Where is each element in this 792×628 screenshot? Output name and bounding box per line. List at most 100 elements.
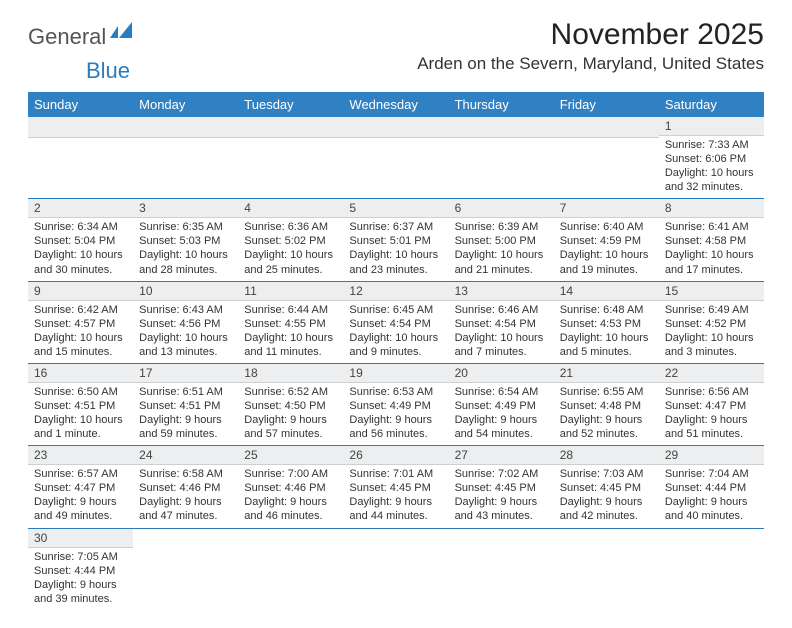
day-details: Sunrise: 6:55 AMSunset: 4:48 PMDaylight:…: [554, 383, 659, 445]
calendar-day-cell: 16Sunrise: 6:50 AMSunset: 4:51 PMDayligh…: [28, 363, 133, 445]
day-number: 20: [449, 364, 554, 383]
flag-icon: [110, 20, 138, 45]
calendar-day-cell: 10Sunrise: 6:43 AMSunset: 4:56 PMDayligh…: [133, 281, 238, 363]
calendar-day-cell: 29Sunrise: 7:04 AMSunset: 4:44 PMDayligh…: [659, 446, 764, 528]
day-number: 29: [659, 446, 764, 465]
calendar-day-cell: [28, 117, 133, 199]
day-details: Sunrise: 6:36 AMSunset: 5:02 PMDaylight:…: [238, 218, 343, 280]
day-number: 18: [238, 364, 343, 383]
day-details: Sunrise: 6:39 AMSunset: 5:00 PMDaylight:…: [449, 218, 554, 280]
day-number: 5: [343, 199, 448, 218]
calendar-day-cell: 3Sunrise: 6:35 AMSunset: 5:03 PMDaylight…: [133, 199, 238, 281]
day-number: 1: [659, 117, 764, 136]
day-number: 9: [28, 282, 133, 301]
calendar-day-cell: 6Sunrise: 6:39 AMSunset: 5:00 PMDaylight…: [449, 199, 554, 281]
calendar-day-cell: 21Sunrise: 6:55 AMSunset: 4:48 PMDayligh…: [554, 363, 659, 445]
calendar-day-cell: 12Sunrise: 6:45 AMSunset: 4:54 PMDayligh…: [343, 281, 448, 363]
day-number: 6: [449, 199, 554, 218]
calendar-day-cell: 17Sunrise: 6:51 AMSunset: 4:51 PMDayligh…: [133, 363, 238, 445]
month-title: November 2025: [417, 18, 764, 52]
day-details: Sunrise: 6:52 AMSunset: 4:50 PMDaylight:…: [238, 383, 343, 445]
day-details: Sunrise: 6:40 AMSunset: 4:59 PMDaylight:…: [554, 218, 659, 280]
day-details: Sunrise: 7:04 AMSunset: 4:44 PMDaylight:…: [659, 465, 764, 527]
calendar-week-row: 9Sunrise: 6:42 AMSunset: 4:57 PMDaylight…: [28, 281, 764, 363]
day-details: Sunrise: 6:35 AMSunset: 5:03 PMDaylight:…: [133, 218, 238, 280]
title-block: November 2025 Arden on the Severn, Maryl…: [417, 18, 764, 74]
day-number: 14: [554, 282, 659, 301]
day-number: 24: [133, 446, 238, 465]
calendar-day-cell: 9Sunrise: 6:42 AMSunset: 4:57 PMDaylight…: [28, 281, 133, 363]
day-number: 25: [238, 446, 343, 465]
day-number-empty: [133, 117, 238, 138]
weekday-header: Wednesday: [343, 92, 448, 117]
day-number: 22: [659, 364, 764, 383]
weekday-header: Sunday: [28, 92, 133, 117]
day-number: 7: [554, 199, 659, 218]
day-details: Sunrise: 6:42 AMSunset: 4:57 PMDaylight:…: [28, 301, 133, 363]
calendar-day-cell: 28Sunrise: 7:03 AMSunset: 4:45 PMDayligh…: [554, 446, 659, 528]
calendar-day-cell: 11Sunrise: 6:44 AMSunset: 4:55 PMDayligh…: [238, 281, 343, 363]
weekday-header: Tuesday: [238, 92, 343, 117]
calendar-day-cell: [133, 117, 238, 199]
day-details: Sunrise: 6:57 AMSunset: 4:47 PMDaylight:…: [28, 465, 133, 527]
day-number-empty: [238, 117, 343, 138]
day-details: Sunrise: 6:53 AMSunset: 4:49 PMDaylight:…: [343, 383, 448, 445]
day-details: Sunrise: 7:00 AMSunset: 4:46 PMDaylight:…: [238, 465, 343, 527]
weekday-header: Friday: [554, 92, 659, 117]
calendar-day-cell: 25Sunrise: 7:00 AMSunset: 4:46 PMDayligh…: [238, 446, 343, 528]
day-number: 19: [343, 364, 448, 383]
day-number: 16: [28, 364, 133, 383]
calendar-table: Sunday Monday Tuesday Wednesday Thursday…: [28, 92, 764, 610]
day-number: 12: [343, 282, 448, 301]
weekday-header: Thursday: [449, 92, 554, 117]
day-details: Sunrise: 6:48 AMSunset: 4:53 PMDaylight:…: [554, 301, 659, 363]
calendar-day-cell: 18Sunrise: 6:52 AMSunset: 4:50 PMDayligh…: [238, 363, 343, 445]
calendar-week-row: 16Sunrise: 6:50 AMSunset: 4:51 PMDayligh…: [28, 363, 764, 445]
calendar-day-cell: 8Sunrise: 6:41 AMSunset: 4:58 PMDaylight…: [659, 199, 764, 281]
day-details: Sunrise: 6:50 AMSunset: 4:51 PMDaylight:…: [28, 383, 133, 445]
day-number: 11: [238, 282, 343, 301]
calendar-day-cell: 14Sunrise: 6:48 AMSunset: 4:53 PMDayligh…: [554, 281, 659, 363]
day-number: 10: [133, 282, 238, 301]
weekday-header: Monday: [133, 92, 238, 117]
day-details: Sunrise: 7:01 AMSunset: 4:45 PMDaylight:…: [343, 465, 448, 527]
calendar-week-row: 2Sunrise: 6:34 AMSunset: 5:04 PMDaylight…: [28, 199, 764, 281]
calendar-day-cell: 27Sunrise: 7:02 AMSunset: 4:45 PMDayligh…: [449, 446, 554, 528]
calendar-day-cell: [554, 528, 659, 610]
calendar-day-cell: 20Sunrise: 6:54 AMSunset: 4:49 PMDayligh…: [449, 363, 554, 445]
calendar-day-cell: 1Sunrise: 7:33 AMSunset: 6:06 PMDaylight…: [659, 117, 764, 199]
calendar-day-cell: 24Sunrise: 6:58 AMSunset: 4:46 PMDayligh…: [133, 446, 238, 528]
calendar-week-row: 30Sunrise: 7:05 AMSunset: 4:44 PMDayligh…: [28, 528, 764, 610]
calendar-day-cell: [238, 117, 343, 199]
calendar-day-cell: [554, 117, 659, 199]
day-details: Sunrise: 7:03 AMSunset: 4:45 PMDaylight:…: [554, 465, 659, 527]
day-details: Sunrise: 7:05 AMSunset: 4:44 PMDaylight:…: [28, 548, 133, 610]
calendar-day-cell: 30Sunrise: 7:05 AMSunset: 4:44 PMDayligh…: [28, 528, 133, 610]
calendar-day-cell: [238, 528, 343, 610]
day-number: 4: [238, 199, 343, 218]
weekday-header-row: Sunday Monday Tuesday Wednesday Thursday…: [28, 92, 764, 117]
calendar-day-cell: 2Sunrise: 6:34 AMSunset: 5:04 PMDaylight…: [28, 199, 133, 281]
day-details: Sunrise: 6:41 AMSunset: 4:58 PMDaylight:…: [659, 218, 764, 280]
day-number-empty: [343, 117, 448, 138]
day-number: 13: [449, 282, 554, 301]
day-details: Sunrise: 6:34 AMSunset: 5:04 PMDaylight:…: [28, 218, 133, 280]
day-number-empty: [28, 117, 133, 138]
day-details: Sunrise: 7:02 AMSunset: 4:45 PMDaylight:…: [449, 465, 554, 527]
day-details: Sunrise: 6:54 AMSunset: 4:49 PMDaylight:…: [449, 383, 554, 445]
day-details: Sunrise: 6:45 AMSunset: 4:54 PMDaylight:…: [343, 301, 448, 363]
day-number: 21: [554, 364, 659, 383]
calendar-day-cell: [133, 528, 238, 610]
day-details: Sunrise: 6:44 AMSunset: 4:55 PMDaylight:…: [238, 301, 343, 363]
logo: General: [28, 24, 138, 50]
day-number: 2: [28, 199, 133, 218]
day-number: 8: [659, 199, 764, 218]
day-details: Sunrise: 6:51 AMSunset: 4:51 PMDaylight:…: [133, 383, 238, 445]
calendar-day-cell: 23Sunrise: 6:57 AMSunset: 4:47 PMDayligh…: [28, 446, 133, 528]
calendar-day-cell: [343, 528, 448, 610]
day-number: 17: [133, 364, 238, 383]
day-number: 26: [343, 446, 448, 465]
location: Arden on the Severn, Maryland, United St…: [417, 54, 764, 74]
calendar-day-cell: [659, 528, 764, 610]
calendar-day-cell: 19Sunrise: 6:53 AMSunset: 4:49 PMDayligh…: [343, 363, 448, 445]
